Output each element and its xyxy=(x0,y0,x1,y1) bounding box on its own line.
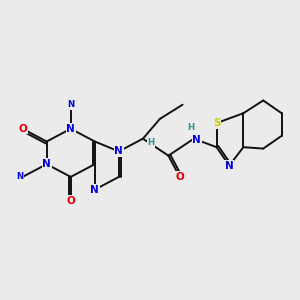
Text: N: N xyxy=(42,159,51,169)
Text: N: N xyxy=(225,160,234,171)
Text: O: O xyxy=(66,196,75,206)
Text: N: N xyxy=(66,124,75,134)
Text: H: H xyxy=(187,123,194,132)
Text: N: N xyxy=(67,100,74,109)
Text: N: N xyxy=(192,135,201,145)
Text: N: N xyxy=(90,184,99,195)
Text: O: O xyxy=(18,124,27,134)
Text: N: N xyxy=(16,172,23,182)
Text: N: N xyxy=(115,146,123,156)
Text: O: O xyxy=(175,172,184,182)
Text: S: S xyxy=(213,118,220,128)
Text: H: H xyxy=(147,138,155,147)
